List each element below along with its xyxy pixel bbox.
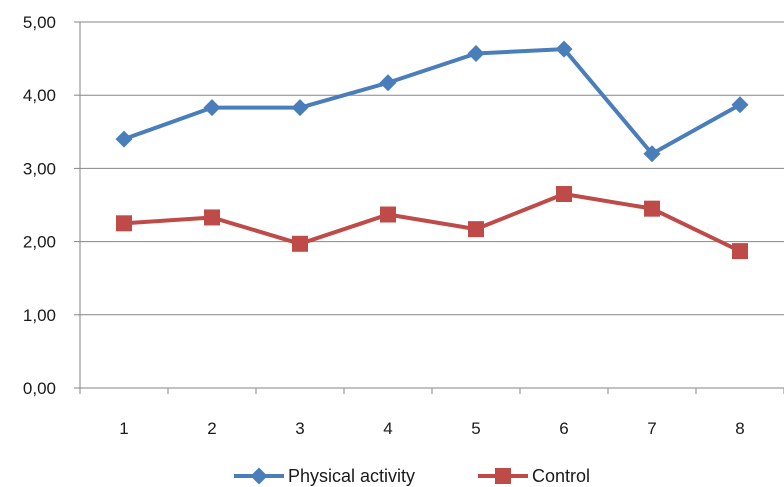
y-tick-label: 4,00 bbox=[23, 86, 56, 105]
legend-item-control: Control bbox=[478, 466, 590, 486]
y-tick-label: 1,00 bbox=[23, 306, 56, 325]
legend-label-control: Control bbox=[532, 466, 590, 486]
legend-marker-control bbox=[495, 468, 511, 484]
gridlines bbox=[80, 21, 784, 316]
data-point-control bbox=[380, 206, 396, 223]
legend-marker-physical-activity bbox=[250, 467, 268, 485]
x-tick-label: 4 bbox=[383, 419, 392, 438]
data-point-physical-activity bbox=[643, 145, 661, 163]
x-tick-label: 1 bbox=[119, 419, 128, 438]
y-tick-label: 2,00 bbox=[23, 233, 56, 252]
x-axis-tick-labels: 1 2 3 4 5 6 7 8 bbox=[119, 419, 744, 438]
data-point-control bbox=[468, 221, 484, 238]
y-tick-label: 0,00 bbox=[23, 379, 56, 398]
x-tick-label: 5 bbox=[471, 419, 480, 438]
x-tick-label: 7 bbox=[647, 419, 656, 438]
y-tick-label: 3,00 bbox=[23, 159, 56, 178]
data-point-physical-activity bbox=[203, 99, 221, 117]
x-tick-label: 6 bbox=[559, 419, 568, 438]
data-point-control bbox=[292, 235, 308, 252]
axes bbox=[74, 21, 784, 394]
data-point-control bbox=[204, 209, 220, 226]
y-axis-tick-labels: 0,00 1,00 2,00 3,00 4,00 5,00 bbox=[23, 13, 56, 398]
series-control bbox=[116, 186, 748, 260]
data-point-physical-activity bbox=[731, 96, 749, 114]
series-physical-activity bbox=[115, 40, 749, 163]
series-line-control bbox=[123, 192, 741, 253]
legend-label-physical-activity: Physical activity bbox=[288, 466, 415, 486]
data-point-control bbox=[732, 243, 748, 260]
x-tick-label: 3 bbox=[295, 419, 304, 438]
x-tick-label: 8 bbox=[735, 419, 744, 438]
data-point-control bbox=[116, 215, 132, 232]
legend-item-physical-activity: Physical activity bbox=[234, 466, 415, 486]
data-point-physical-activity bbox=[291, 99, 309, 117]
y-tick-label: 5,00 bbox=[23, 13, 56, 32]
series-line-physical-activity bbox=[123, 47, 741, 156]
data-point-physical-activity bbox=[555, 40, 573, 58]
legend: Physical activity Control bbox=[234, 466, 590, 486]
data-point-control bbox=[644, 200, 660, 217]
data-point-physical-activity bbox=[467, 44, 485, 62]
x-tick-label: 2 bbox=[207, 419, 216, 438]
series-layer bbox=[115, 40, 749, 260]
data-point-physical-activity bbox=[115, 130, 133, 148]
data-point-control bbox=[556, 186, 572, 203]
data-point-physical-activity bbox=[379, 74, 397, 92]
